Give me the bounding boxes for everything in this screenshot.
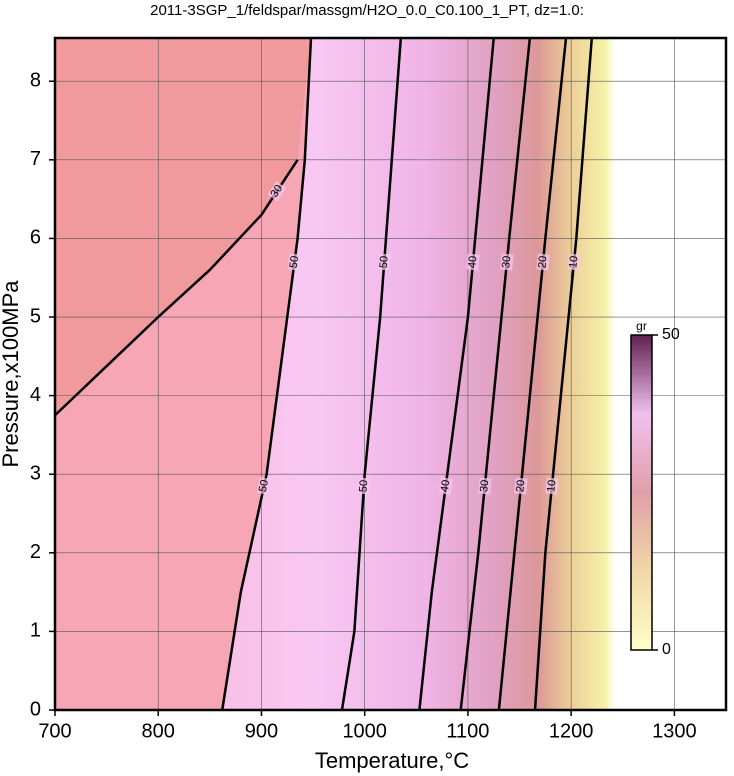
contour-label: 10	[545, 479, 558, 492]
colorbar-label: gr	[636, 319, 647, 333]
colorbar-tick-label: 0	[662, 641, 671, 658]
plot-frame	[53, 36, 728, 712]
contour-label: 20	[514, 479, 527, 492]
x-tick-label: 1000	[342, 720, 387, 742]
contour-label-bg	[466, 253, 480, 271]
contour-label-bg	[377, 253, 391, 271]
contour-line	[54, 159, 299, 417]
contour-label: 50	[357, 479, 370, 492]
x-tick-label: 800	[142, 720, 175, 742]
contour-line	[418, 37, 495, 711]
y-tick-label: 5	[30, 305, 41, 327]
chart-title: 2011-3SGP_1/feldspar/massgm/H2O_0.0_C0.1…	[150, 2, 584, 19]
contour-line	[340, 37, 403, 711]
colorbar-tick-label: 50	[662, 326, 680, 343]
x-tick-label: 1300	[652, 720, 697, 742]
y-axis-label: Pressure,x100MPa	[0, 280, 23, 468]
y-tick-label: 3	[30, 462, 41, 484]
y-tick-label: 6	[30, 227, 41, 249]
contour-label-bg	[267, 181, 287, 202]
contour-label: 10	[567, 255, 580, 268]
contour-label: 50	[378, 255, 391, 268]
x-tick-label: 1200	[549, 720, 594, 742]
contour-label-bg	[545, 477, 559, 495]
contour-label-bg	[287, 253, 302, 271]
y-tick-label: 7	[30, 148, 41, 170]
contour-label: 50	[288, 255, 301, 269]
x-tick-label: 700	[38, 720, 71, 742]
contour-label: 50	[257, 479, 271, 494]
contour-label-bg	[536, 253, 550, 271]
contour-label: 30	[478, 479, 491, 492]
x-tick-label: 900	[245, 720, 278, 742]
contour-label-bg	[256, 476, 272, 496]
y-tick-label: 1	[30, 620, 41, 642]
contour-label-bg	[567, 253, 581, 271]
contour-label: 30	[500, 255, 513, 268]
contour-label-bg	[357, 477, 371, 495]
y-tick-label: 0	[30, 698, 41, 720]
contour-label: 20	[536, 255, 549, 268]
y-tick-label: 8	[30, 70, 41, 92]
colorbar	[630, 334, 653, 651]
x-axis-label: Temperature,°C	[315, 748, 469, 773]
contour-label: 30	[268, 183, 285, 200]
contour-line	[533, 37, 594, 711]
x-tick-label: 1100	[446, 720, 489, 742]
contour-label: 40	[439, 479, 452, 493]
contour-line	[220, 37, 313, 711]
contour-label-bg	[478, 477, 492, 495]
contour-label-bg	[514, 477, 528, 495]
y-tick-label: 4	[30, 384, 41, 406]
contour-label: 40	[466, 255, 479, 268]
contour-line	[497, 37, 568, 711]
contour-label-bg	[500, 253, 514, 271]
contour-label-bg	[438, 477, 453, 495]
y-tick-label: 2	[30, 541, 41, 563]
region	[55, 38, 312, 416]
contour-line	[459, 37, 532, 711]
